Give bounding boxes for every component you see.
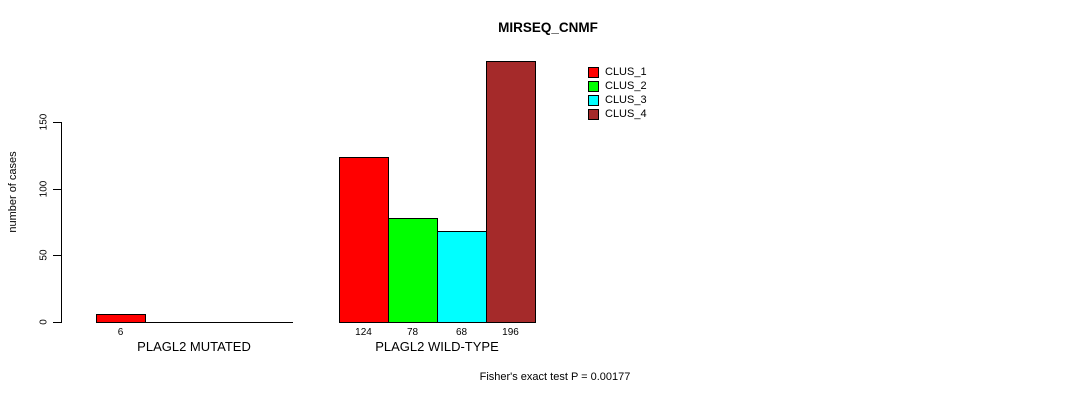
legend-item: CLUS_2 (588, 79, 647, 93)
legend-swatch-clus_1 (588, 66, 599, 78)
legend-label: CLUS_3 (605, 93, 647, 106)
legend-label: CLUS_1 (605, 65, 647, 78)
x-category-label: PLAGL2 MUTATED (137, 339, 251, 354)
y-tick (53, 322, 61, 323)
bar-value-label: 78 (406, 327, 419, 338)
annotation-text: Fisher's exact test P = 0.00177 (479, 371, 631, 383)
legend-swatch-clus_3 (588, 94, 599, 106)
legend-swatch-clus_4 (588, 109, 599, 121)
y-axis-line (61, 122, 62, 323)
bar-clus_1 (96, 314, 146, 323)
y-tick-label: 50 (38, 249, 50, 261)
y-tick (53, 188, 61, 190)
legend-item: CLUS_1 (588, 65, 647, 79)
y-tick-label: 100 (38, 180, 50, 197)
y-tick-label: 150 (38, 113, 50, 131)
bar-clus_1 (339, 157, 389, 323)
bar-clus_2 (388, 218, 438, 323)
legend-label: CLUS_4 (605, 108, 647, 121)
bar-value-label: 196 (502, 327, 519, 338)
y-tick (53, 122, 61, 123)
x-baseline (96, 322, 293, 323)
chart-title: MIRSEQ_CNMF (498, 20, 598, 35)
y-tick-label: 0 (38, 319, 50, 325)
bar-value-label: 124 (355, 327, 372, 338)
legend-swatch-clus_2 (588, 80, 599, 92)
legend-item: CLUS_4 (588, 108, 647, 122)
bar-value-label: 68 (455, 327, 468, 338)
bar-clus_4 (486, 61, 536, 323)
bar-clus_3 (437, 231, 487, 323)
legend: CLUS_1 CLUS_2 CLUS_3 CLUS_4 (588, 65, 647, 122)
legend-item: CLUS_3 (588, 93, 647, 107)
bar-value-label: 6 (117, 327, 124, 338)
legend-label: CLUS_2 (605, 79, 647, 92)
y-tick (53, 255, 61, 257)
x-category-label: PLAGL2 WILD-TYPE (375, 339, 499, 354)
